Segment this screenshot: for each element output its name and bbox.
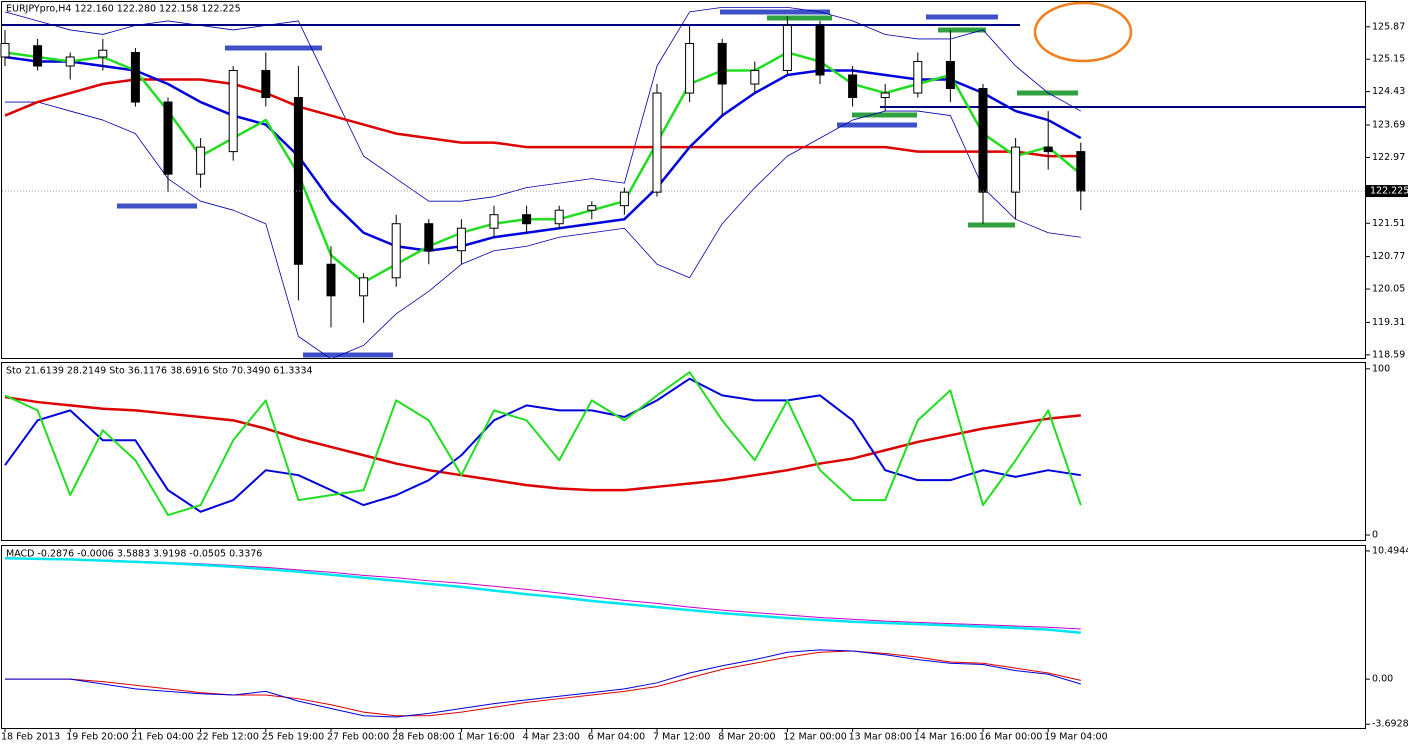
candle-body	[98, 49, 108, 58]
indicator-line	[5, 650, 1081, 717]
candle-body	[945, 60, 955, 90]
indicator-line	[5, 649, 1081, 718]
candle-body	[619, 191, 629, 207]
x-tick-label: 14 Mar 16:00	[914, 732, 977, 743]
y-tick-label: 100	[1372, 363, 1390, 374]
indicator-line	[4, 371, 1082, 517]
candle-body	[685, 42, 695, 94]
last-price-box	[1366, 185, 1408, 198]
y-tick-label: 125.87	[1372, 21, 1405, 32]
candle-body	[261, 69, 271, 99]
annotations	[2, 1, 1365, 358]
y-tick-label: -3.6928	[1372, 719, 1408, 730]
candle-body	[1043, 146, 1053, 153]
blue-marks	[117, 9, 998, 358]
y-tick-label: 10.4944	[1372, 545, 1408, 556]
candle-body	[359, 277, 369, 297]
x-tick-label: 12 Mar 00:00	[783, 732, 846, 743]
candle-body	[293, 97, 303, 265]
y-tick-label: 121.51	[1372, 218, 1405, 229]
candle-body	[717, 42, 727, 85]
indicator-line	[4, 51, 1082, 284]
y-tick-label: 119.31	[1372, 317, 1405, 328]
x-tick-label: 7 Mar 12:00	[653, 732, 710, 743]
candle-body	[130, 51, 140, 103]
y-tick-label: 118.59	[1372, 349, 1405, 360]
x-tick-label: 16 Mar 00:00	[979, 732, 1042, 743]
macd-panel	[1, 545, 1366, 729]
candle-body	[880, 92, 890, 99]
indicator-line	[4, 7, 1081, 202]
macd-header: MACD -0.2876 -0.0006 3.5883 3.9198 -0.05…	[6, 549, 262, 560]
indicator-line	[4, 556, 1081, 634]
candle-body	[848, 74, 858, 99]
indicator-line	[4, 55, 1082, 252]
price-header: EURJPYpro,H4 122.160 122.280 122.158 122…	[6, 4, 241, 15]
candle-body	[782, 24, 792, 71]
candle-body	[750, 69, 760, 85]
candle-body	[33, 45, 43, 67]
candle-body	[163, 101, 173, 175]
candle-body	[652, 92, 662, 193]
x-tick-label: 4 Mar 23:00	[523, 732, 580, 743]
x-tick-label: 18 Feb 2013	[1, 732, 60, 743]
x-tick-label: 27 Feb 00:00	[327, 732, 389, 743]
candle-body	[1076, 151, 1086, 192]
green-marks	[767, 15, 1078, 228]
x-tick-label: 21 Feb 04:00	[131, 732, 193, 743]
candle-body	[1011, 146, 1021, 193]
candle-body	[65, 56, 75, 67]
candle-body	[391, 223, 401, 279]
x-tick-label: 19 Feb 20:00	[66, 732, 128, 743]
y-tick-label: 0.00	[1372, 674, 1393, 685]
y-tick-label: 120.05	[1372, 284, 1405, 295]
candle-body	[456, 227, 466, 252]
last-price-label: 122.225	[1370, 186, 1408, 197]
indicator-line	[4, 78, 1081, 158]
y-tick-label: 125.15	[1372, 54, 1405, 65]
x-tick-label: 6 Mar 04:00	[588, 732, 645, 743]
candle-body	[554, 209, 564, 225]
candle-body	[587, 205, 597, 211]
x-tick-label: 22 Feb 12:00	[197, 732, 259, 743]
y-tick-label: 120.77	[1372, 251, 1405, 262]
price-panel	[1, 1, 1366, 359]
highlight-circle	[1033, 1, 1133, 63]
indicator-line	[4, 377, 1081, 513]
candle-body	[326, 263, 336, 297]
x-tick-label: 25 Feb 19:00	[262, 732, 324, 743]
x-tick-label: 13 Mar 08:00	[849, 732, 912, 743]
candle-body	[424, 223, 434, 252]
candle-body	[196, 146, 206, 175]
x-tick-label: 1 Mar 16:00	[457, 732, 514, 743]
candle-body	[978, 88, 988, 193]
candle-body	[815, 24, 825, 76]
y-tick-label: 122.97	[1372, 152, 1405, 163]
y-tick-label: 0	[1372, 530, 1378, 541]
candle-body	[0, 42, 10, 58]
candle-body	[228, 69, 238, 153]
stochastic-header: Sto 21.6139 28.2149 Sto 36.1176 38.6916 …	[6, 366, 313, 377]
indicator-line	[4, 395, 1081, 492]
y-tick-label: 124.43	[1372, 86, 1405, 97]
candle-body	[913, 60, 923, 94]
x-tick-label: 28 Feb 08:00	[392, 732, 454, 743]
x-tick-label: 8 Mar 20:00	[718, 732, 775, 743]
y-tick-label: 123.69	[1372, 120, 1405, 131]
stochastic-panel	[1, 362, 1366, 541]
candle-body	[489, 214, 499, 229]
x-tick-label: 19 Mar 04:00	[1044, 732, 1107, 743]
candle-body	[522, 214, 532, 225]
indicator-line	[5, 101, 1081, 358]
